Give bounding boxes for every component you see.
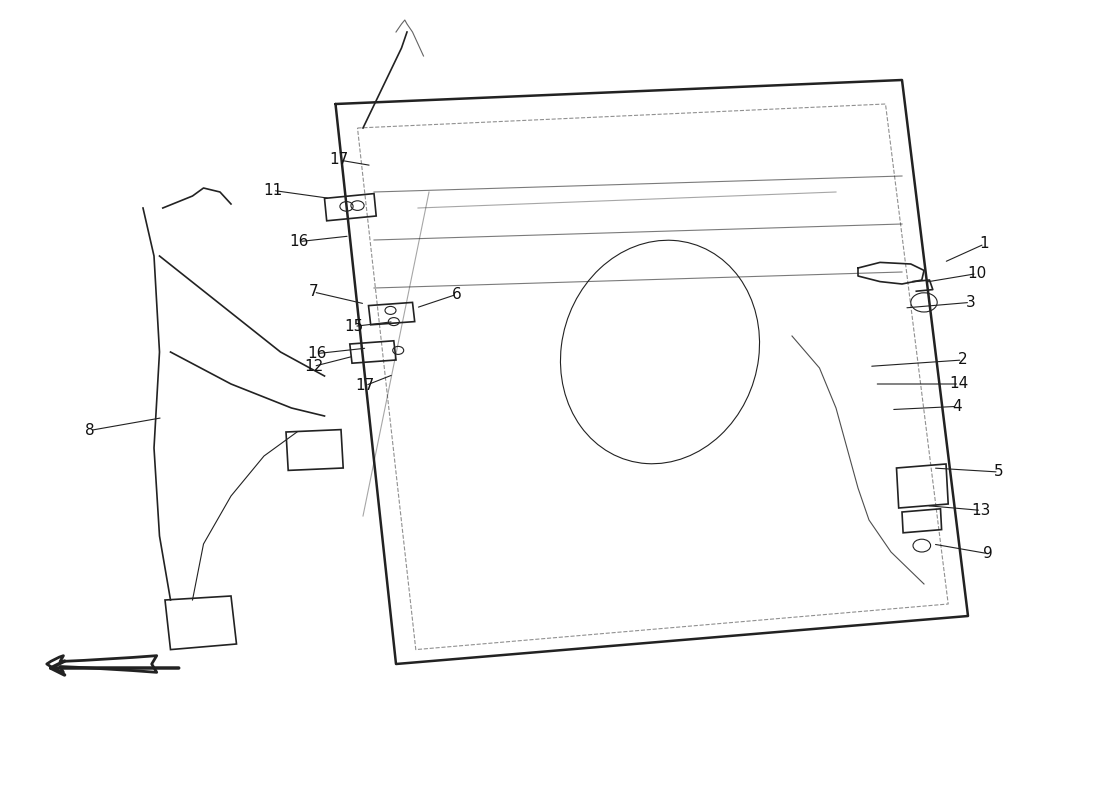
Text: 17: 17 [329, 153, 349, 167]
Text: 6: 6 [452, 287, 461, 302]
Text: 12: 12 [304, 359, 323, 374]
Text: 11: 11 [263, 183, 283, 198]
Text: 4: 4 [953, 399, 961, 414]
Text: 1: 1 [980, 237, 989, 251]
Text: 17: 17 [355, 378, 375, 393]
Text: 15: 15 [344, 319, 364, 334]
Text: 5: 5 [994, 465, 1003, 479]
Text: 2: 2 [958, 353, 967, 367]
Text: 16: 16 [289, 234, 309, 249]
Text: 10: 10 [967, 266, 987, 281]
Text: 13: 13 [971, 503, 991, 518]
Text: 16: 16 [307, 346, 327, 361]
Text: 7: 7 [309, 285, 318, 299]
Text: 8: 8 [86, 423, 95, 438]
Text: 3: 3 [966, 295, 975, 310]
Text: 9: 9 [983, 546, 992, 561]
Text: 14: 14 [949, 377, 969, 391]
